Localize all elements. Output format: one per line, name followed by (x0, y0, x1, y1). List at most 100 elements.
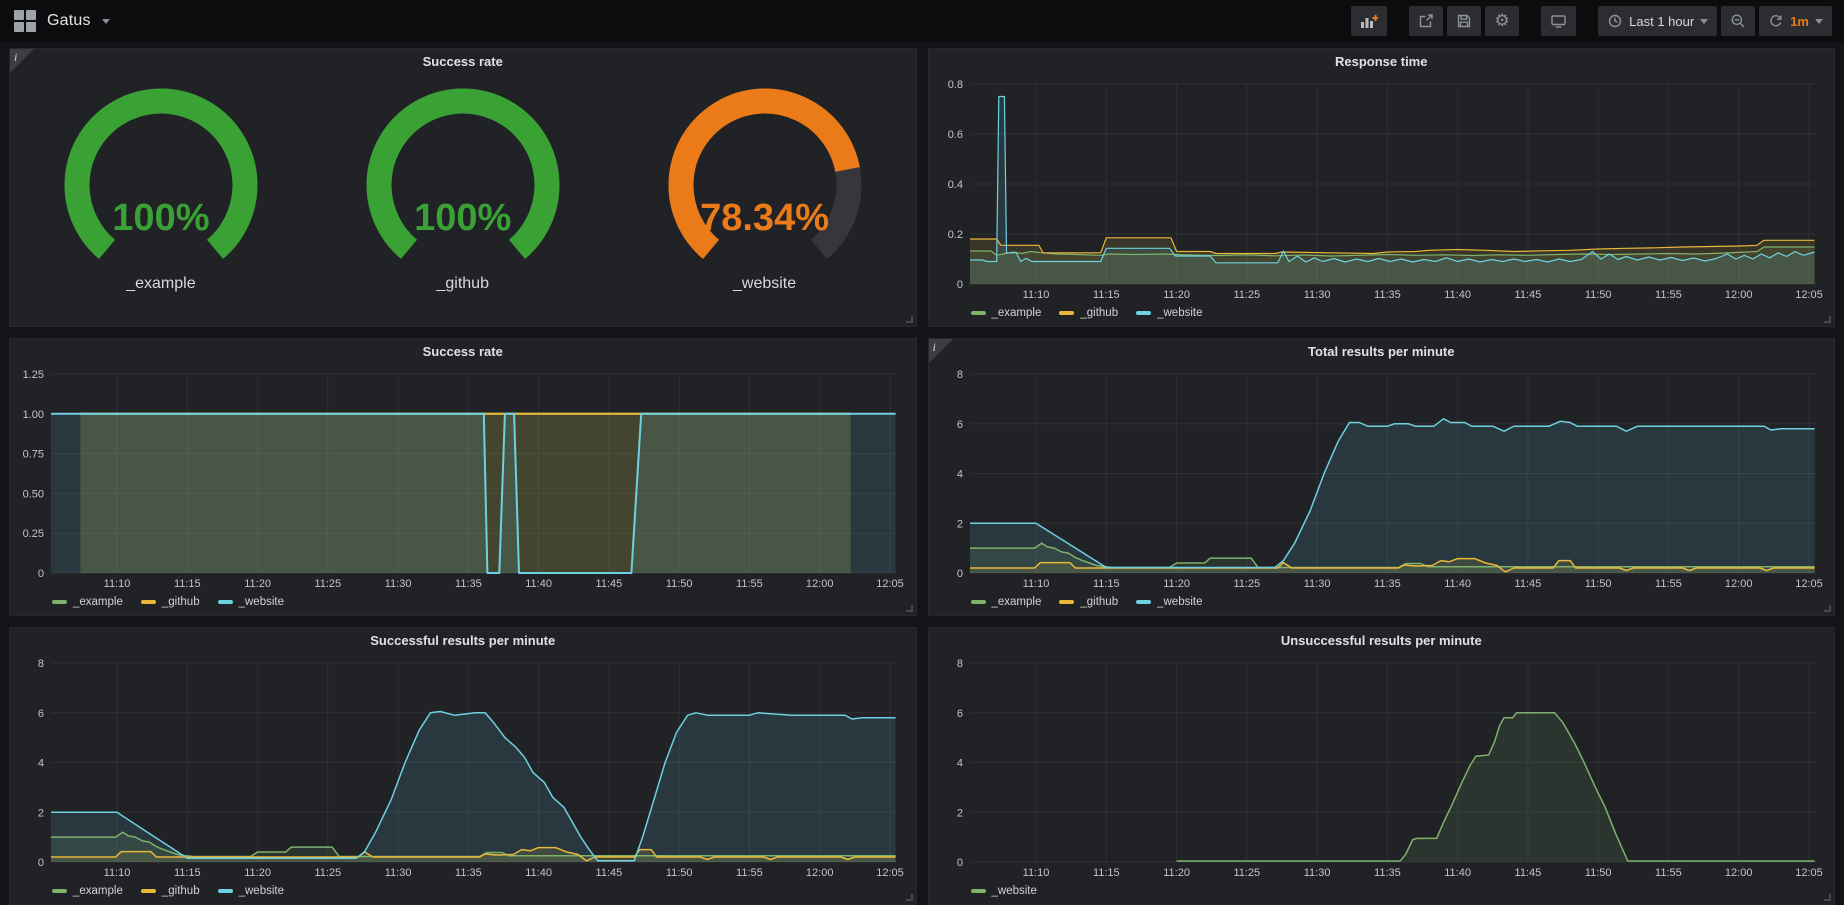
panel-title[interactable]: Success rate (10, 49, 916, 75)
share-icon (1418, 13, 1434, 29)
chart-legend: _example _github _website (16, 881, 910, 901)
legend-label: _example (992, 596, 1042, 608)
y-axis-tick-label: 0.2 (947, 229, 962, 241)
save-button[interactable] (1447, 6, 1481, 36)
legend-swatch (52, 600, 67, 604)
legend-swatch (218, 600, 233, 604)
x-axis-tick-label: 12:05 (876, 578, 904, 590)
dashboard-nav[interactable]: Gatus (14, 10, 110, 32)
panel-title[interactable]: Response time (929, 49, 1835, 75)
x-axis-tick-label: 11:10 (104, 867, 131, 879)
add-panel-button[interactable] (1351, 6, 1387, 36)
time-series-chart[interactable]: 11:1011:1511:2011:2511:3011:3511:4011:45… (935, 654, 1829, 881)
clock-icon (1607, 13, 1623, 29)
legend-item-_example[interactable]: _example (52, 596, 123, 608)
cycle-view-mode-button[interactable] (1541, 6, 1576, 36)
x-axis-tick-label: 11:20 (1163, 578, 1190, 590)
chevron-down-icon[interactable] (102, 19, 110, 24)
panel-title[interactable]: Successful results per minute (10, 628, 916, 654)
legend-label: _website (1157, 307, 1202, 319)
panel-resize-handle[interactable] (1824, 605, 1831, 612)
x-axis-tick-label: 11:30 (1303, 578, 1330, 590)
chart-legend: _example _github _website (16, 592, 910, 612)
legend-item-_example[interactable]: _example (971, 596, 1042, 608)
x-axis-tick-label: 12:00 (806, 867, 834, 879)
panel-resize-handle[interactable] (1824, 316, 1831, 323)
x-axis-tick-label: 12:05 (1795, 289, 1823, 301)
panel-resize-handle[interactable] (1824, 894, 1831, 901)
series-area-_website (51, 712, 896, 863)
panel-resize-handle[interactable] (906, 316, 913, 323)
legend-item-_example[interactable]: _example (52, 885, 123, 897)
gauge-row: 100%_example100%_github78.34%_website (10, 75, 916, 326)
panel-info-icon[interactable]: i (10, 49, 34, 73)
time-series-chart[interactable]: 11:1011:1511:2011:2511:3011:3511:4011:45… (935, 365, 1829, 592)
legend-label: _example (992, 307, 1042, 319)
legend-label: _github (162, 596, 200, 608)
x-axis-tick-label: 12:05 (876, 867, 904, 879)
legend-item-_github[interactable]: _github (141, 885, 200, 897)
panel-title[interactable]: Success rate (10, 339, 916, 365)
bar-chart-plus-icon (1360, 13, 1378, 29)
panel-info-icon[interactable]: i (929, 339, 953, 363)
dashboard-settings-button[interactable]: ⚙ (1485, 6, 1519, 36)
x-axis-tick-label: 11:40 (1444, 578, 1471, 590)
x-axis-tick-label: 12:00 (1724, 578, 1752, 590)
gear-icon: ⚙ (1495, 13, 1510, 30)
gauge-value: 78.34% (615, 197, 915, 240)
x-axis-tick-label: 11:10 (1022, 578, 1049, 590)
dashboard-title[interactable]: Gatus (47, 12, 91, 30)
share-button[interactable] (1409, 6, 1443, 36)
x-axis-tick-label: 11:20 (244, 578, 271, 590)
panel-response-time: Response time 11:1011:1511:2011:2511:301… (928, 48, 1836, 327)
y-axis-tick-label: 0.25 (23, 528, 44, 540)
panel-resize-handle[interactable] (906, 605, 913, 612)
legend-item-_example[interactable]: _example (971, 307, 1042, 319)
legend-swatch (141, 889, 156, 893)
grafana-app: Gatus (0, 0, 1844, 899)
time-series-chart[interactable]: 11:1011:1511:2011:2511:3011:3511:4011:45… (16, 654, 910, 881)
chart-area: 11:1011:1511:2011:2511:3011:3511:4011:45… (929, 365, 1835, 615)
y-axis-tick-label: 8 (956, 658, 962, 670)
zoom-out-button[interactable] (1721, 6, 1755, 36)
y-axis-tick-label: 0 (956, 857, 962, 869)
chart-area: 11:1011:1511:2011:2511:3011:3511:4011:45… (10, 365, 916, 615)
gauge-label: _website (733, 275, 796, 293)
time-range-picker[interactable]: Last 1 hour (1598, 6, 1717, 36)
chart-legend: _website (935, 881, 1829, 901)
x-axis-tick-label: 11:55 (1655, 867, 1682, 879)
gauge-arc (644, 81, 886, 275)
y-axis-tick-label: 0.6 (947, 129, 962, 141)
time-series-chart[interactable]: 11:1011:1511:2011:2511:3011:3511:4011:45… (935, 75, 1829, 303)
legend-item-_website[interactable]: _website (1136, 596, 1202, 608)
x-axis-tick-label: 11:10 (104, 578, 131, 590)
legend-item-_website[interactable]: _website (971, 885, 1037, 897)
panel-title[interactable]: Total results per minute (929, 339, 1835, 365)
series-line-_website (970, 97, 1815, 263)
y-axis-tick-label: 0 (38, 568, 44, 580)
legend-swatch (971, 311, 986, 315)
toolbar: ⚙ Last 1 hour (1347, 6, 1832, 36)
x-axis-tick-label: 11:40 (525, 867, 552, 879)
panel-resize-handle[interactable] (906, 894, 913, 901)
apps-grid-icon[interactable] (14, 10, 36, 32)
legend-swatch (1059, 600, 1074, 604)
x-axis-tick-label: 12:00 (806, 578, 834, 590)
time-series-chart[interactable]: 11:1011:1511:2011:2511:3011:3511:4011:45… (16, 365, 910, 592)
legend-item-_github[interactable]: _github (1059, 307, 1118, 319)
y-axis-tick-label: 6 (38, 708, 44, 720)
panel-success-rate-gauges: i Success rate 100%_example100%_github78… (9, 48, 917, 327)
legend-item-_website[interactable]: _website (1136, 307, 1202, 319)
legend-item-_github[interactable]: _github (1059, 596, 1118, 608)
legend-item-_website[interactable]: _website (218, 596, 284, 608)
gauge-label: _github (436, 275, 489, 293)
legend-item-_github[interactable]: _github (141, 596, 200, 608)
panel-title[interactable]: Unsuccessful results per minute (929, 628, 1835, 654)
refresh-picker[interactable]: 1m (1759, 6, 1832, 36)
x-axis-tick-label: 11:50 (1584, 289, 1611, 301)
legend-swatch (1059, 311, 1074, 315)
legend-item-_website[interactable]: _website (218, 885, 284, 897)
y-axis-tick-label: 0 (38, 857, 44, 869)
legend-swatch (971, 889, 986, 893)
y-axis-tick-label: 0.50 (23, 488, 44, 500)
